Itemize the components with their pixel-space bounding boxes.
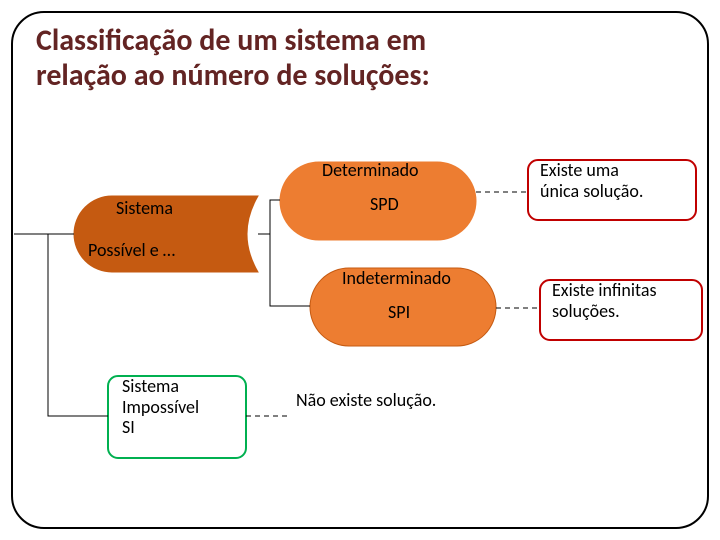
infinitas-line1: Existe infinitas (552, 279, 656, 301)
solucao-unica-line2: única solução. (540, 180, 643, 202)
node-sistema-sublabel: Possível e … (88, 240, 175, 261)
node-impossivel-label: Sistema Impossível SI (122, 376, 199, 438)
impossivel-line1: Sistema (122, 375, 179, 397)
slide-title: Classificação de um sistema em relação a… (36, 24, 430, 93)
node-determinado-code: SPD (370, 194, 399, 215)
impossivel-line2: Impossível (122, 396, 199, 418)
node-indeterminado-code: SPI (388, 302, 410, 323)
node-nao-existe-label: Não existe solução. (296, 390, 436, 411)
node-sistema-label: Sistema (116, 198, 173, 219)
infinitas-line2: soluções. (552, 300, 620, 322)
title-line2: relação ao número de soluções: (36, 57, 430, 94)
node-infinitas-label: Existe infinitas soluções. (552, 280, 656, 321)
title-line1: Classificação de um sistema em (36, 22, 426, 59)
impossivel-line3: SI (122, 416, 135, 438)
node-determinado-label: Determinado (322, 160, 419, 181)
node-solucao-unica-label: Existe uma única solução. (540, 160, 643, 201)
solucao-unica-line1: Existe uma (540, 159, 619, 181)
node-indeterminado-label: Indeterminado (342, 268, 451, 289)
